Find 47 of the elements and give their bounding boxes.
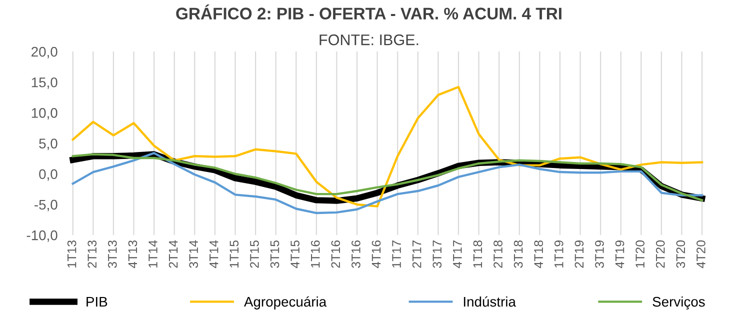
x-tick-label: 1T16: [310, 240, 320, 268]
x-tick-label: 2T13: [88, 240, 97, 268]
x-tick-label: 2T19: [574, 240, 584, 268]
x-tick-label: 2T17: [412, 240, 422, 268]
x-tick-label: 3T16: [352, 240, 360, 268]
x-tick-label: 4T19: [615, 240, 624, 268]
x-tick-label: 4T14: [210, 240, 218, 268]
y-tick-label: 20,0: [32, 46, 58, 58]
x-tick-label: 3T20: [676, 240, 686, 268]
x-tick-label: 4T15: [290, 240, 300, 268]
x-tick-label: 2T20: [656, 240, 665, 268]
x-tick-label: 4T18: [534, 240, 544, 268]
x-tick-label: 4T16: [372, 240, 381, 268]
x-tick-label: 2T14: [168, 240, 178, 268]
legend-label: Serviços: [652, 296, 705, 310]
x-tick-label: 3T18: [514, 240, 523, 268]
y-tick-label: -10,0: [26, 230, 58, 242]
x-tick-label: 1T20: [636, 240, 644, 268]
x-tick-label: 3T17: [432, 240, 442, 268]
line-series: [72, 152, 704, 214]
x-tick-label: 1T15: [230, 240, 239, 268]
y-tick-label: 15,0: [32, 77, 58, 89]
y-tick-label: 0,0: [39, 169, 58, 181]
y-tick-label: 5,0: [39, 138, 58, 150]
legend-label: PIB: [86, 297, 108, 307]
x-tick-label: 1T17: [392, 240, 401, 268]
x-tick-label: 1T13: [67, 240, 76, 268]
x-tick-label: 4T13: [128, 240, 138, 268]
x-tick-label: 3T13: [108, 240, 117, 268]
x-tick-label: 2T18: [494, 240, 502, 268]
x-tick-label: 1T19: [554, 240, 564, 268]
x-tick-label: 3T14: [189, 240, 198, 268]
line-series: [72, 86, 704, 208]
x-tick-label: 1T18: [473, 240, 482, 268]
x-tick-label: 3T15: [270, 240, 280, 268]
y-tick-label: -5,0: [34, 200, 58, 212]
y-tick-label: 10,0: [32, 108, 58, 120]
x-tick-label: 4T17: [453, 240, 462, 268]
x-tick-label: 2T16: [331, 240, 340, 268]
chart-title: GRÁFICO 2: PIB - OFERTA - VAR. % ACUM. 4 TRI: [176, 4, 562, 20]
chart-subtitle: FONTE: IBGE.: [320, 34, 418, 46]
legend-label: Agropecuária: [244, 296, 327, 310]
legend-label: Indústria: [464, 296, 516, 307]
x-tick-label: 4T20: [696, 240, 706, 268]
x-tick-label: 2T15: [250, 240, 259, 268]
x-tick-label: 3T19: [595, 240, 604, 268]
x-tick-label: 1T14: [148, 240, 158, 268]
